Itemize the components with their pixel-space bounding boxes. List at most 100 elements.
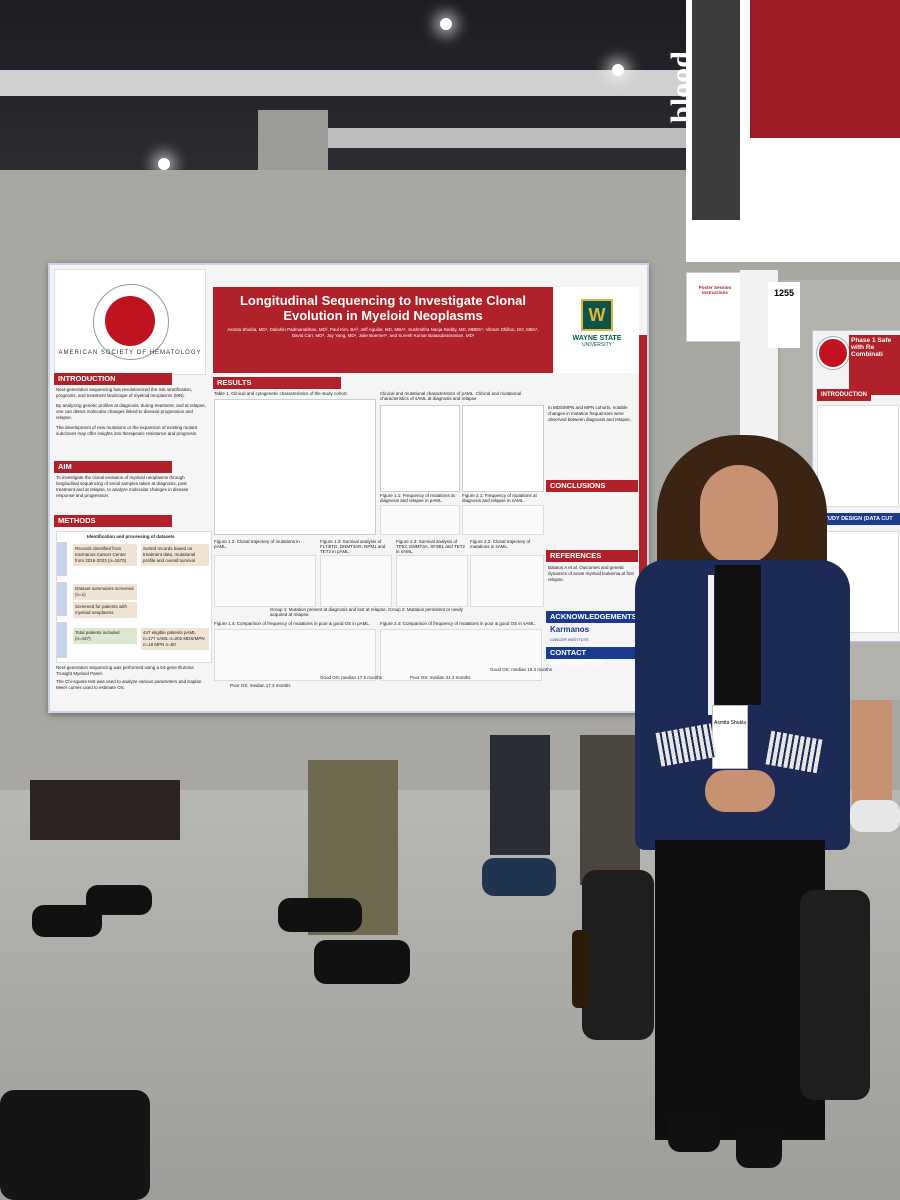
fig21-chart [462,505,544,535]
background-person-shoe [482,858,556,896]
flow-box-total: Total patients included (n=447) [73,628,137,644]
os-label: Good OS: median 15.3 months [490,667,553,672]
fig24-caption: Figure 2.4: Comparison of frequency of m… [380,621,536,626]
karmanos-logo: Karmanos [550,625,590,634]
os-label: Poor OS: median 21.2 months [410,675,471,680]
aim-text: To investigate the clonal evolution of m… [56,475,189,498]
ash-logo-icon [105,296,155,346]
flow-box-eligible: 447 eligible patients pAML n=177 sAML n=… [141,628,209,650]
fig13-caption: Figure 1.3: Survival analysis of FLT3ITD… [320,539,386,554]
background-person-legs [852,700,892,810]
group-note: Group 1: Mutation present at diagnosis a… [270,607,463,617]
poster-header: Longitudinal Sequencing to Investigate C… [213,287,553,373]
flow-side-screening [57,582,67,616]
background-person-pants [580,735,640,885]
fig13-chart [320,555,392,607]
foreground-bag [0,1090,150,1200]
fig12-caption: Figure 1.2: Clonal trajectory of mutatio… [214,539,300,549]
section-results: RESULTS [213,377,341,389]
methods-notes: Next-generation sequencing was performed… [56,665,208,691]
intro-bullet: By analyzing genetic profiles at diagnos… [56,403,206,420]
poster-side-bar [639,335,647,685]
neighbor-section-design: STUDY DESIGN (DATA CUT 5 NOV [817,513,900,532]
ceiling-beam [0,70,700,96]
flow-box-sorted: Sorted records based on treatment data, … [141,544,209,566]
intro-bullet: Next-generation sequencing has revolutio… [56,387,193,398]
fig24-chart [380,629,542,681]
introduction-text: Next-generation sequencing has revolutio… [56,387,206,437]
os-label: Good OS: median 17.5 months [320,675,383,680]
banner-dark-strip [692,0,740,220]
fig22-chart [470,555,544,607]
fig14-caption: Figure 1.4: Comparison of frequency of m… [214,621,371,626]
bottle [572,930,590,1008]
background-person-shoe [86,885,152,915]
banner-tagline: red cells & iron [751,44,767,132]
badge-name: Asmita Shukla [714,720,746,726]
fig11-caption: Figure 1.1: Frequency of mutations at di… [380,493,455,503]
flow-box-records: Records identified from Karmanos Cancer … [73,544,137,566]
background-person-shoe [314,940,410,984]
flow-box-myeloid: Screened for patients with myeloid neopl… [73,602,137,618]
presenter-lanyard [708,575,714,715]
ceiling-light [440,18,452,30]
table2a [380,405,460,492]
flow-side-identification [57,542,67,576]
intro-bullet: The development of new mutations or the … [56,425,198,436]
neighbor-section-intro: INTRODUCTION [817,389,871,401]
poster-number: 1255 [768,282,800,348]
background-person-shoe [278,898,362,932]
ash-logo-panel: AMERICAN SOCIETY OF HEMATOLOGY [54,269,206,375]
table2b [462,405,544,492]
blood-journal-banner: blood red cells & iron [665,0,900,262]
fig22-caption: Figure 2.2: Clonal trajectory of mutatio… [470,539,531,549]
presenter-shirt [715,565,761,705]
background-person-shoe [850,800,900,832]
presenter-hands [705,770,775,812]
section-methods: METHODS [54,515,172,527]
banner-red-cells-image [750,0,900,138]
ceiling-light [158,158,170,170]
section-aim: AIM [54,461,172,473]
research-poster: AMERICAN SOCIETY OF HEMATOLOGY Longitudi… [48,263,649,713]
methods-note: The Chi-square test was used to analyze … [56,679,202,690]
fig14-chart [214,629,376,681]
fig12-chart [214,555,316,607]
neighbor-poster: Phase 1 Safe with Re Combinati INTRODUCT… [812,330,900,642]
poster-number-text: 1255 [773,288,795,298]
ash-logo-ring [93,284,169,360]
university-sub: UNIVERSITY [581,342,612,348]
methods-note: Next-generation sequencing was performed… [56,665,194,676]
flow-side-inclusion [57,622,67,658]
ash-label: AMERICAN SOCIETY OF HEMATOLOGY [58,350,202,356]
section-references: REFERENCES [546,550,638,562]
poster-session-sign: Poster Session Instructions [686,272,744,342]
flow-title: Identification and processing of dataset… [87,534,175,539]
right-column-text: In MDS/MPN and MPN cohorts, notable chan… [548,405,632,422]
section-acknowledgements: ACKNOWLEDGEMENTS [546,611,638,623]
section-contact: CONTACT INFORMATION [546,647,638,667]
flow-box-screened: Dataset summaries screened (n=1) [73,584,137,600]
backpack [582,870,654,1040]
ceiling-light [612,64,624,76]
table2-caption: Clinical and mutational characteristics … [380,391,522,401]
fig21-caption: Figure 2.1: Frequency of mutations at di… [462,493,537,503]
section-conclusions: CONCLUSIONS [546,480,638,492]
wayne-state-logo: W WAYNE STATE UNIVERSITY [555,287,639,373]
poster-authors: Asmita Shukla, MD¹, Dakshin Padmanabhan,… [227,327,539,338]
references-text: Balaton A et al. Outcomes and genetic dy… [548,565,634,582]
fig11-chart [380,505,460,535]
university-name: WAYNE STATE [572,335,622,342]
backpack [800,890,870,1100]
presenter-shoe [668,1112,720,1152]
neighbor-poster-title: Phase 1 Safe with Re Combinati [849,335,900,395]
presenter-face [700,465,778,565]
os-label: Poor OS: median 17.3 months [230,683,291,688]
neighbor-figure [817,405,899,507]
karmanos-sub: CANCER INSTITUTE [550,637,589,642]
presenter-badge: Asmita Shukla [712,705,748,769]
table1-caption: Table 1. Clinical and cytogenetic charac… [214,391,348,396]
background-person-pants [490,735,550,855]
sign-title: Poster Session Instructions [698,285,732,295]
section-introduction: INTRODUCTION [54,373,172,385]
